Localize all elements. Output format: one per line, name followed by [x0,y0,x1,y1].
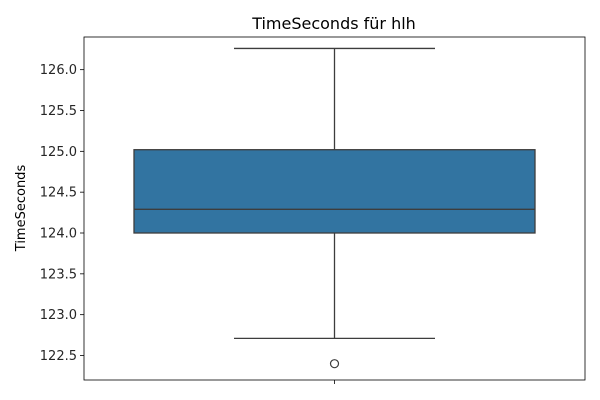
y-tick-label: 122.5 [40,349,77,364]
y-tick-label: 123.0 [40,308,77,323]
y-tick-label: 126.0 [40,63,77,78]
y-tick-label: 123.5 [40,267,77,282]
y-tick-label: 125.0 [40,145,77,160]
y-axis: 122.5 123.0 123.5 124.0 124.5 125.0 125.5 126.0 [40,63,84,364]
y-tick-label: 124.5 [40,186,77,201]
plot-area [133,47,536,369]
iqr-box [133,149,536,234]
outlier-point [329,359,340,369]
y-tick-label: 124.0 [40,227,77,242]
chart-title: TimeSeconds für hlh [251,14,416,33]
y-axis-label: TimeSeconds [14,165,29,253]
y-tick-label: 125.5 [40,104,77,119]
